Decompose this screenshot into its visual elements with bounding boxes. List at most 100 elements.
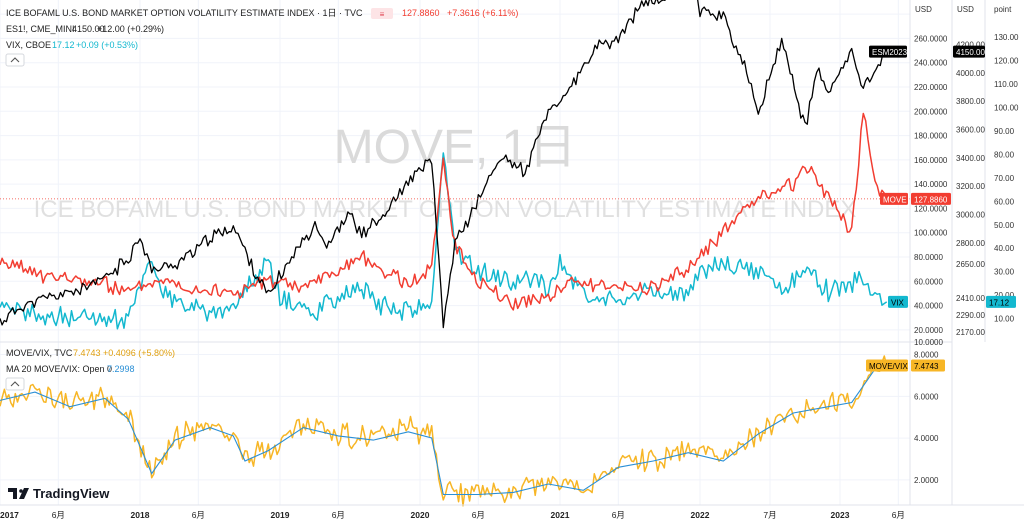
- legend-main[interactable]: ICE BOFAML U.S. BOND MARKET OPTION VOLAT…: [6, 8, 518, 19]
- move-axis-tick-label: 120.0000: [914, 204, 948, 213]
- es-axis-tick-label: 2170.00: [956, 328, 985, 337]
- move-axis-tick-label: 80.0000: [914, 253, 943, 262]
- es-axis-tick-label: 2800.00: [956, 239, 985, 248]
- es-axis-tick-label: 4000.00: [956, 69, 985, 78]
- x-axis-tick-label: 2021: [551, 510, 570, 520]
- legend-vix[interactable]: VIX, CBOE 17.12 +0.09 (+0.53%): [6, 40, 138, 50]
- vix-price-tag-bg: [986, 295, 1016, 308]
- chevron-up-icon: [10, 57, 20, 63]
- axis-ratio: 8.0000 6.0000 4.0000 2.0000: [914, 351, 939, 485]
- legend-ratio[interactable]: MOVE/VIX, TVC 7.4743 +0.4096 (+5.80%): [6, 348, 175, 358]
- move-axis-tick-label: 100.0000: [914, 229, 948, 238]
- legend-main-change: +7.3616 (+6.11%): [447, 8, 518, 18]
- vix-axis-tick-label: 130.00: [994, 33, 1019, 42]
- legend-vix-change: +0.09 (+0.53%): [76, 40, 138, 50]
- move-axis-tick-label: 10.0000: [914, 338, 943, 347]
- vix-axis-tick-label: 10.00: [994, 315, 1015, 324]
- ratio-price-tag-bg: [911, 359, 945, 372]
- move-axis-tick-label: 160.0000: [914, 156, 948, 165]
- es-axis-tick-label: 2410.00: [956, 294, 985, 303]
- move-axis-tick-label: 180.0000: [914, 132, 948, 141]
- es-axis-tick-label: 3200.00: [956, 182, 985, 191]
- axis-move: 260.0000 240.0000 220.0000 200.0000 180.0000…: [914, 34, 948, 347]
- vix-axis-tick-label: 20.00: [994, 291, 1015, 300]
- move-axis-tick-label: 60.0000: [914, 277, 943, 286]
- legend-ma[interactable]: MA 20 MOVE/VIX: Open 0 7.2998: [6, 364, 135, 374]
- tradingview-logo[interactable]: TradingView: [8, 486, 110, 501]
- x-axis-tick-label: 2020: [411, 510, 430, 520]
- es-axis-tick-label: 3600.00: [956, 126, 985, 135]
- legend-main-title: ICE BOFAML U.S. BOND MARKET OPTION VOLAT…: [6, 8, 363, 18]
- legend-main-toggle[interactable]: ≡: [371, 8, 393, 19]
- es-axis-tick-label: 2290.00: [956, 311, 985, 320]
- vix-axis-tick-label: 100.00: [994, 104, 1019, 113]
- legend-es-label: ES1!, CME_MINI: [6, 24, 75, 34]
- series-line-movevix[interactable]: [0, 355, 888, 507]
- move-axis-tick-label: 200.0000: [914, 107, 948, 116]
- grid: [0, 0, 910, 505]
- move-price-tag-bg: [911, 192, 951, 205]
- es-series-tag: ESM2023: [872, 48, 908, 57]
- x-axis-tick-label: 6月: [52, 510, 65, 520]
- x-axis-tick-label: 6月: [612, 510, 625, 520]
- svg-text:≡: ≡: [380, 10, 385, 19]
- move-series-tag-bg: [880, 192, 908, 205]
- ratio-axis-tick-label: 8.0000: [914, 351, 939, 360]
- ratio-series-tag-bg: [866, 359, 908, 372]
- x-axis-tick-label: 2018: [131, 510, 150, 520]
- x-axis-tick-label: 6月: [192, 510, 205, 520]
- x-axis-tick-label: 2023: [831, 510, 850, 520]
- watermark-sub: ICE BOFAML U.S. BOND MARKET OPTION VOLAT…: [34, 196, 857, 223]
- es-axis-tick-label: 4200.00: [956, 41, 985, 50]
- legend-ma-label: MA 20 MOVE/VIX: Open 0: [6, 364, 112, 374]
- es-axis-tick-label: 3400.00: [956, 154, 985, 163]
- vix-axis-tick-label: 70.00: [994, 174, 1015, 183]
- axis-header-es[interactable]: USD: [957, 5, 974, 14]
- move-axis-tick-label: 40.0000: [914, 302, 943, 311]
- x-axis-tick-label: 6月: [472, 510, 485, 520]
- legend-ma-value: 7.2998: [107, 364, 135, 374]
- es-series-tag-bg: [869, 45, 907, 58]
- move-axis-tick-label: 20.0000: [914, 326, 943, 335]
- series-line-move[interactable]: [0, 112, 888, 311]
- x-axis-tick-label: 7月: [763, 510, 776, 520]
- legend-es[interactable]: ES1!, CME_MINI 4150.00 +12.00 (+0.29%): [6, 24, 164, 34]
- legend-vix-value: 17.12: [52, 40, 75, 50]
- x-axis-tick-label: 6月: [332, 510, 345, 520]
- vix-axis-tick-label: 50.00: [994, 221, 1015, 230]
- legend-lower-collapse-button[interactable]: [5, 377, 25, 391]
- axis-header-vix[interactable]: point: [994, 5, 1012, 14]
- vix-series-tag-bg: [888, 295, 908, 308]
- es-axis-tick-label: 3000.00: [956, 211, 985, 220]
- legend-es-value: 4150.00: [72, 24, 105, 34]
- legend-collapse-button[interactable]: [5, 53, 25, 67]
- vix-series-tag: VIX: [891, 298, 905, 307]
- tradingview-logo-icon: [8, 488, 29, 499]
- move-axis-tick-label: 260.0000: [914, 34, 948, 43]
- ratio-price-tag: 7.4743: [914, 362, 939, 371]
- legend-vix-label: VIX, CBOE: [6, 40, 51, 50]
- x-axis: 2017 6月 2018 6月 2019 6月 2020 6月 2021 6月 2022 7月 2023…: [0, 510, 905, 520]
- es-price-tag: 4150.00: [956, 48, 985, 57]
- tradingview-logo-text: TradingView: [33, 486, 110, 501]
- move-series-tag: MOVE: [883, 195, 907, 204]
- es-axis-tick-label: 3800.00: [956, 97, 985, 106]
- legend-main-value: 127.8860: [402, 8, 440, 18]
- ratio-axis-tick-label: 4.0000: [914, 434, 939, 443]
- legend-ratio-value: 7.4743: [73, 348, 101, 358]
- vix-axis-tick-label: 120.00: [994, 57, 1019, 66]
- vix-axis-tick-label: 110.00: [994, 80, 1018, 89]
- move-axis-tick-label: 240.0000: [914, 59, 948, 68]
- chevron-up-icon: [10, 381, 20, 387]
- series-line-ma20[interactable]: [0, 366, 887, 496]
- series-line-vix[interactable]: [0, 152, 888, 330]
- x-axis-tick-label: 2017: [0, 510, 19, 520]
- axis-header-move[interactable]: USD: [915, 5, 932, 14]
- series-line-es1[interactable]: [0, 0, 887, 329]
- x-axis-tick-label: 2022: [691, 510, 710, 520]
- x-axis-tick-label: 6月: [892, 510, 905, 520]
- move-axis-tick-label: 140.0000: [914, 180, 948, 189]
- vix-axis-tick-label: 90.00: [994, 127, 1015, 136]
